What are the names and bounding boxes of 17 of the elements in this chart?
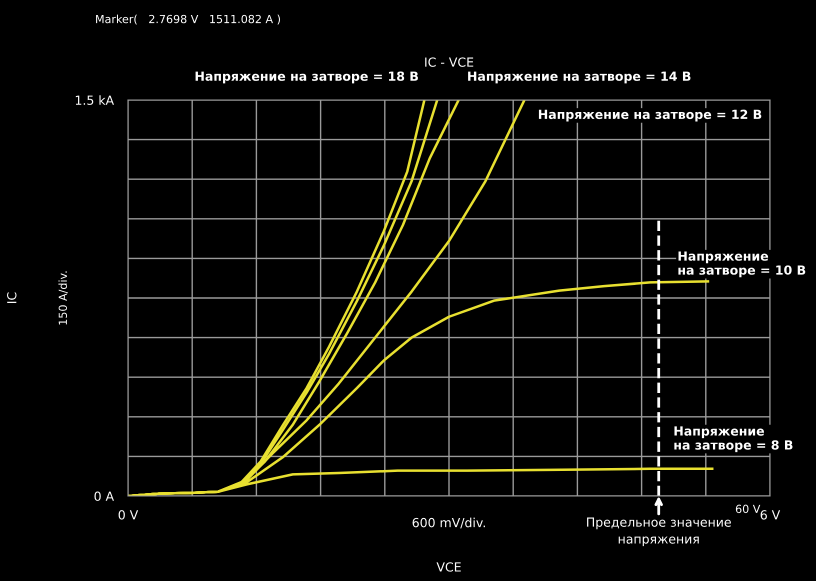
text: 60 V: [736, 504, 760, 514]
series-label: Напряжение на затворе = 8 В: [674, 426, 792, 452]
text: 150 A/div.: [58, 271, 68, 325]
ref-line-label: Предельное значение напряжения: [587, 518, 731, 546]
y-axis-title: IC: [7, 292, 16, 303]
series-label: Напряжение на затворе = 14 В: [468, 72, 690, 84]
y-tick-label: 1.5 kA: [76, 95, 114, 105]
series-label: Напряжение на затворе = 18 В: [196, 71, 418, 84]
x-tick-label: 0 V: [118, 510, 138, 520]
x-axis-title: VCE: [436, 562, 461, 572]
series-label: Напряжение на затворе = 12 В: [538, 110, 762, 122]
x-tick-label: 6 V: [760, 510, 780, 520]
text: 600 mV/div.: [412, 518, 485, 528]
y-tick-label: 0 A: [94, 491, 114, 501]
series-label: Напряжение на затворе = 10 В: [678, 251, 806, 278]
chart-title: IC - VCE: [425, 57, 474, 67]
text: Marker( 2.7698 V 1511.082 A ): [96, 14, 280, 25]
